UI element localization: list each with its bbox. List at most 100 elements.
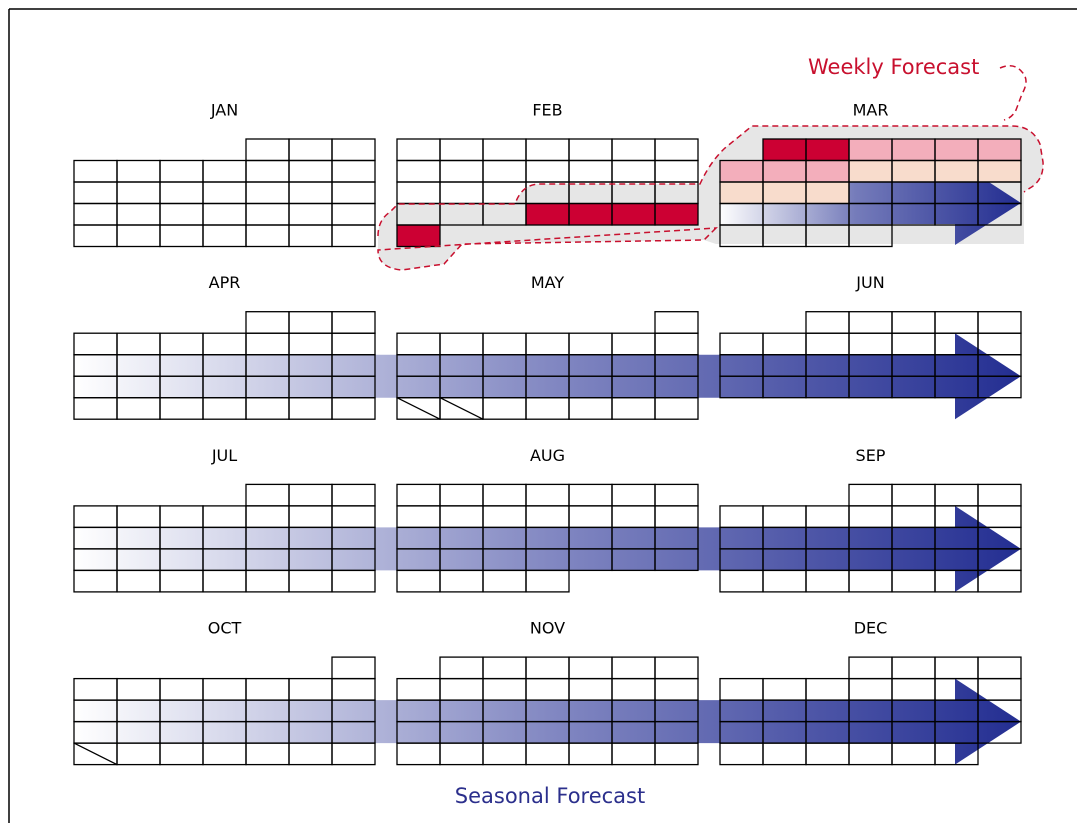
day-cell <box>525 483 570 507</box>
slash <box>73 742 118 766</box>
day-cell <box>848 569 893 593</box>
day-cell <box>245 159 290 183</box>
day-cell <box>331 677 376 701</box>
day-cell <box>245 483 290 507</box>
day-cell <box>73 159 118 183</box>
day-cell <box>331 569 376 593</box>
day-cell <box>654 656 699 680</box>
day-cell <box>977 332 1022 356</box>
day-cell <box>159 159 204 183</box>
day-cell <box>202 159 247 183</box>
day-cell <box>482 569 527 593</box>
day-cell <box>848 505 893 529</box>
day-cell <box>439 483 484 507</box>
day-cell <box>525 159 570 183</box>
day-cell <box>245 332 290 356</box>
day-cell <box>482 742 527 766</box>
month-label: AUG <box>530 446 565 465</box>
day-cell <box>331 505 376 529</box>
day-cell <box>762 505 807 529</box>
day-cell <box>482 656 527 680</box>
day-cell <box>719 742 764 766</box>
day-cell <box>611 742 656 766</box>
day-cell <box>568 742 613 766</box>
day-cell <box>482 159 527 183</box>
day-cell <box>568 159 613 183</box>
day-cell <box>159 677 204 701</box>
day-cell <box>202 181 247 205</box>
day-cell <box>482 138 527 162</box>
day-cell <box>331 742 376 766</box>
forecast-cell <box>720 160 763 182</box>
day-cell <box>977 677 1022 701</box>
day-cell <box>654 332 699 356</box>
day-cell <box>159 742 204 766</box>
forecast-cell <box>720 182 763 204</box>
day-cell <box>568 332 613 356</box>
day-cell <box>525 742 570 766</box>
day-cell <box>396 569 441 593</box>
day-cell <box>762 742 807 766</box>
slash <box>439 397 484 420</box>
forecast-cell <box>935 139 978 161</box>
day-cell <box>116 224 161 248</box>
day-cell <box>525 505 570 529</box>
day-cell <box>525 138 570 162</box>
day-cell <box>611 483 656 507</box>
month-label: JAN <box>210 101 238 120</box>
forecast-cell <box>935 160 978 182</box>
day-cell <box>568 656 613 680</box>
day-cell <box>245 138 290 162</box>
day-cell <box>934 656 979 680</box>
day-cell <box>611 397 656 420</box>
day-cell <box>73 397 118 420</box>
day-cell <box>762 677 807 701</box>
day-cell <box>525 332 570 356</box>
day-cell <box>805 742 850 766</box>
day-cell <box>848 311 893 334</box>
forecast-cell <box>806 160 849 182</box>
day-cell <box>73 202 118 226</box>
forecast-cell <box>806 139 849 161</box>
day-cell <box>116 569 161 593</box>
forecast-cell <box>763 182 806 204</box>
day-cell <box>396 505 441 529</box>
day-cell <box>482 332 527 356</box>
forecast-cell <box>569 203 612 225</box>
day-cell <box>202 202 247 226</box>
month-label: SEP <box>856 446 886 465</box>
day-cell <box>525 677 570 701</box>
day-cell <box>654 159 699 183</box>
day-cell <box>611 505 656 529</box>
day-cell <box>762 569 807 593</box>
day-cell <box>116 742 161 766</box>
day-cell <box>654 202 699 226</box>
day-cell <box>288 159 333 183</box>
day-cell <box>439 677 484 701</box>
day-cell <box>245 677 290 701</box>
day-cell <box>719 677 764 701</box>
day-cell <box>396 159 441 183</box>
day-cell <box>331 224 376 248</box>
forecast-cell <box>763 160 806 182</box>
day-cell <box>116 677 161 701</box>
day-cell <box>848 332 893 356</box>
day-cell <box>439 656 484 680</box>
day-cell <box>891 569 936 593</box>
day-cell <box>288 181 333 205</box>
day-cell <box>805 505 850 529</box>
day-cell <box>116 159 161 183</box>
forecast-cell <box>806 182 849 204</box>
day-cell <box>654 483 699 507</box>
day-cell <box>202 224 247 248</box>
day-cell <box>525 397 570 420</box>
day-cell <box>891 332 936 356</box>
weekly-outline <box>377 125 1044 271</box>
day-cell <box>611 138 656 162</box>
day-cell <box>288 483 333 507</box>
day-cell <box>654 677 699 701</box>
day-cell <box>116 397 161 420</box>
day-cell <box>439 332 484 356</box>
day-cell <box>73 505 118 529</box>
